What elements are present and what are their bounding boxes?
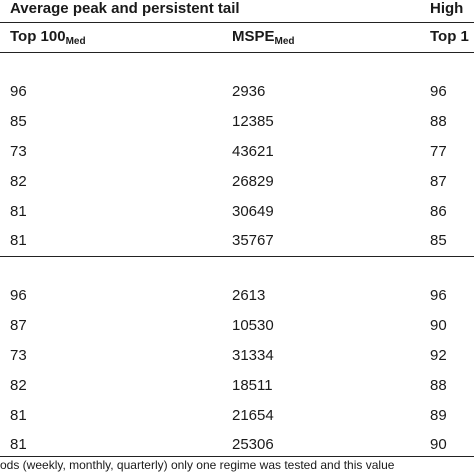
section-divider bbox=[0, 256, 474, 257]
table-cell: 82 bbox=[10, 377, 27, 394]
table-cell: 88 bbox=[430, 113, 447, 130]
table-cell: 85 bbox=[10, 113, 27, 130]
table-cell: 96 bbox=[10, 287, 27, 304]
table-cell: 87 bbox=[10, 317, 27, 334]
table-cell: 81 bbox=[10, 203, 27, 220]
table-cell: 81 bbox=[10, 232, 27, 249]
table-cell: 30649 bbox=[232, 203, 274, 220]
table-cell: 90 bbox=[430, 436, 447, 453]
group-header-average-peak: Average peak and persistent tail bbox=[10, 0, 240, 17]
table-cell: 89 bbox=[430, 407, 447, 424]
group-header-high: High bbox=[430, 0, 464, 17]
table-cell: 85 bbox=[430, 232, 447, 249]
table-cell: 25306 bbox=[232, 436, 274, 453]
table-cell: 31334 bbox=[232, 347, 274, 364]
table-cell: 88 bbox=[430, 377, 447, 394]
table-cell: 77 bbox=[430, 143, 447, 160]
table-cell: 73 bbox=[10, 347, 27, 364]
table-cell: 82 bbox=[10, 173, 27, 190]
column-header-top100-main: Top 100 bbox=[10, 28, 66, 45]
table-cell: 81 bbox=[10, 436, 27, 453]
table-cell: 86 bbox=[430, 203, 447, 220]
header-divider bbox=[0, 22, 474, 23]
table-cell: 43621 bbox=[232, 143, 274, 160]
table-cell: 35767 bbox=[232, 232, 274, 249]
table-cell: 73 bbox=[10, 143, 27, 160]
table-footnote: ods (weekly, monthly, quarterly) only on… bbox=[0, 458, 395, 472]
column-header-top100: Top 100Med bbox=[10, 28, 86, 47]
column-header-top1: Top 1 bbox=[430, 28, 469, 45]
table-cell: 12385 bbox=[232, 113, 274, 130]
column-header-top100-sub: Med bbox=[65, 36, 86, 47]
column-header-mspe-main: MSPE bbox=[232, 28, 275, 45]
table-cell: 92 bbox=[430, 347, 447, 364]
table-cell: 2936 bbox=[232, 83, 266, 100]
table-cell: 96 bbox=[10, 83, 27, 100]
table-cell: 18511 bbox=[232, 377, 273, 394]
table-cell: 90 bbox=[430, 317, 447, 334]
table-cell: 81 bbox=[10, 407, 27, 424]
table-bottom-rule bbox=[0, 456, 474, 457]
table-cell: 21654 bbox=[232, 407, 274, 424]
column-header-mspe-sub: Med bbox=[274, 36, 295, 47]
table-cell: 10530 bbox=[232, 317, 274, 334]
column-header-divider bbox=[0, 52, 474, 53]
table-cell: 87 bbox=[430, 173, 447, 190]
table-cell: 96 bbox=[430, 83, 447, 100]
table-cell: 2613 bbox=[232, 287, 266, 304]
table-cell: 96 bbox=[430, 287, 447, 304]
table-cell: 26829 bbox=[232, 173, 274, 190]
column-header-mspe: MSPEMed bbox=[232, 28, 295, 47]
